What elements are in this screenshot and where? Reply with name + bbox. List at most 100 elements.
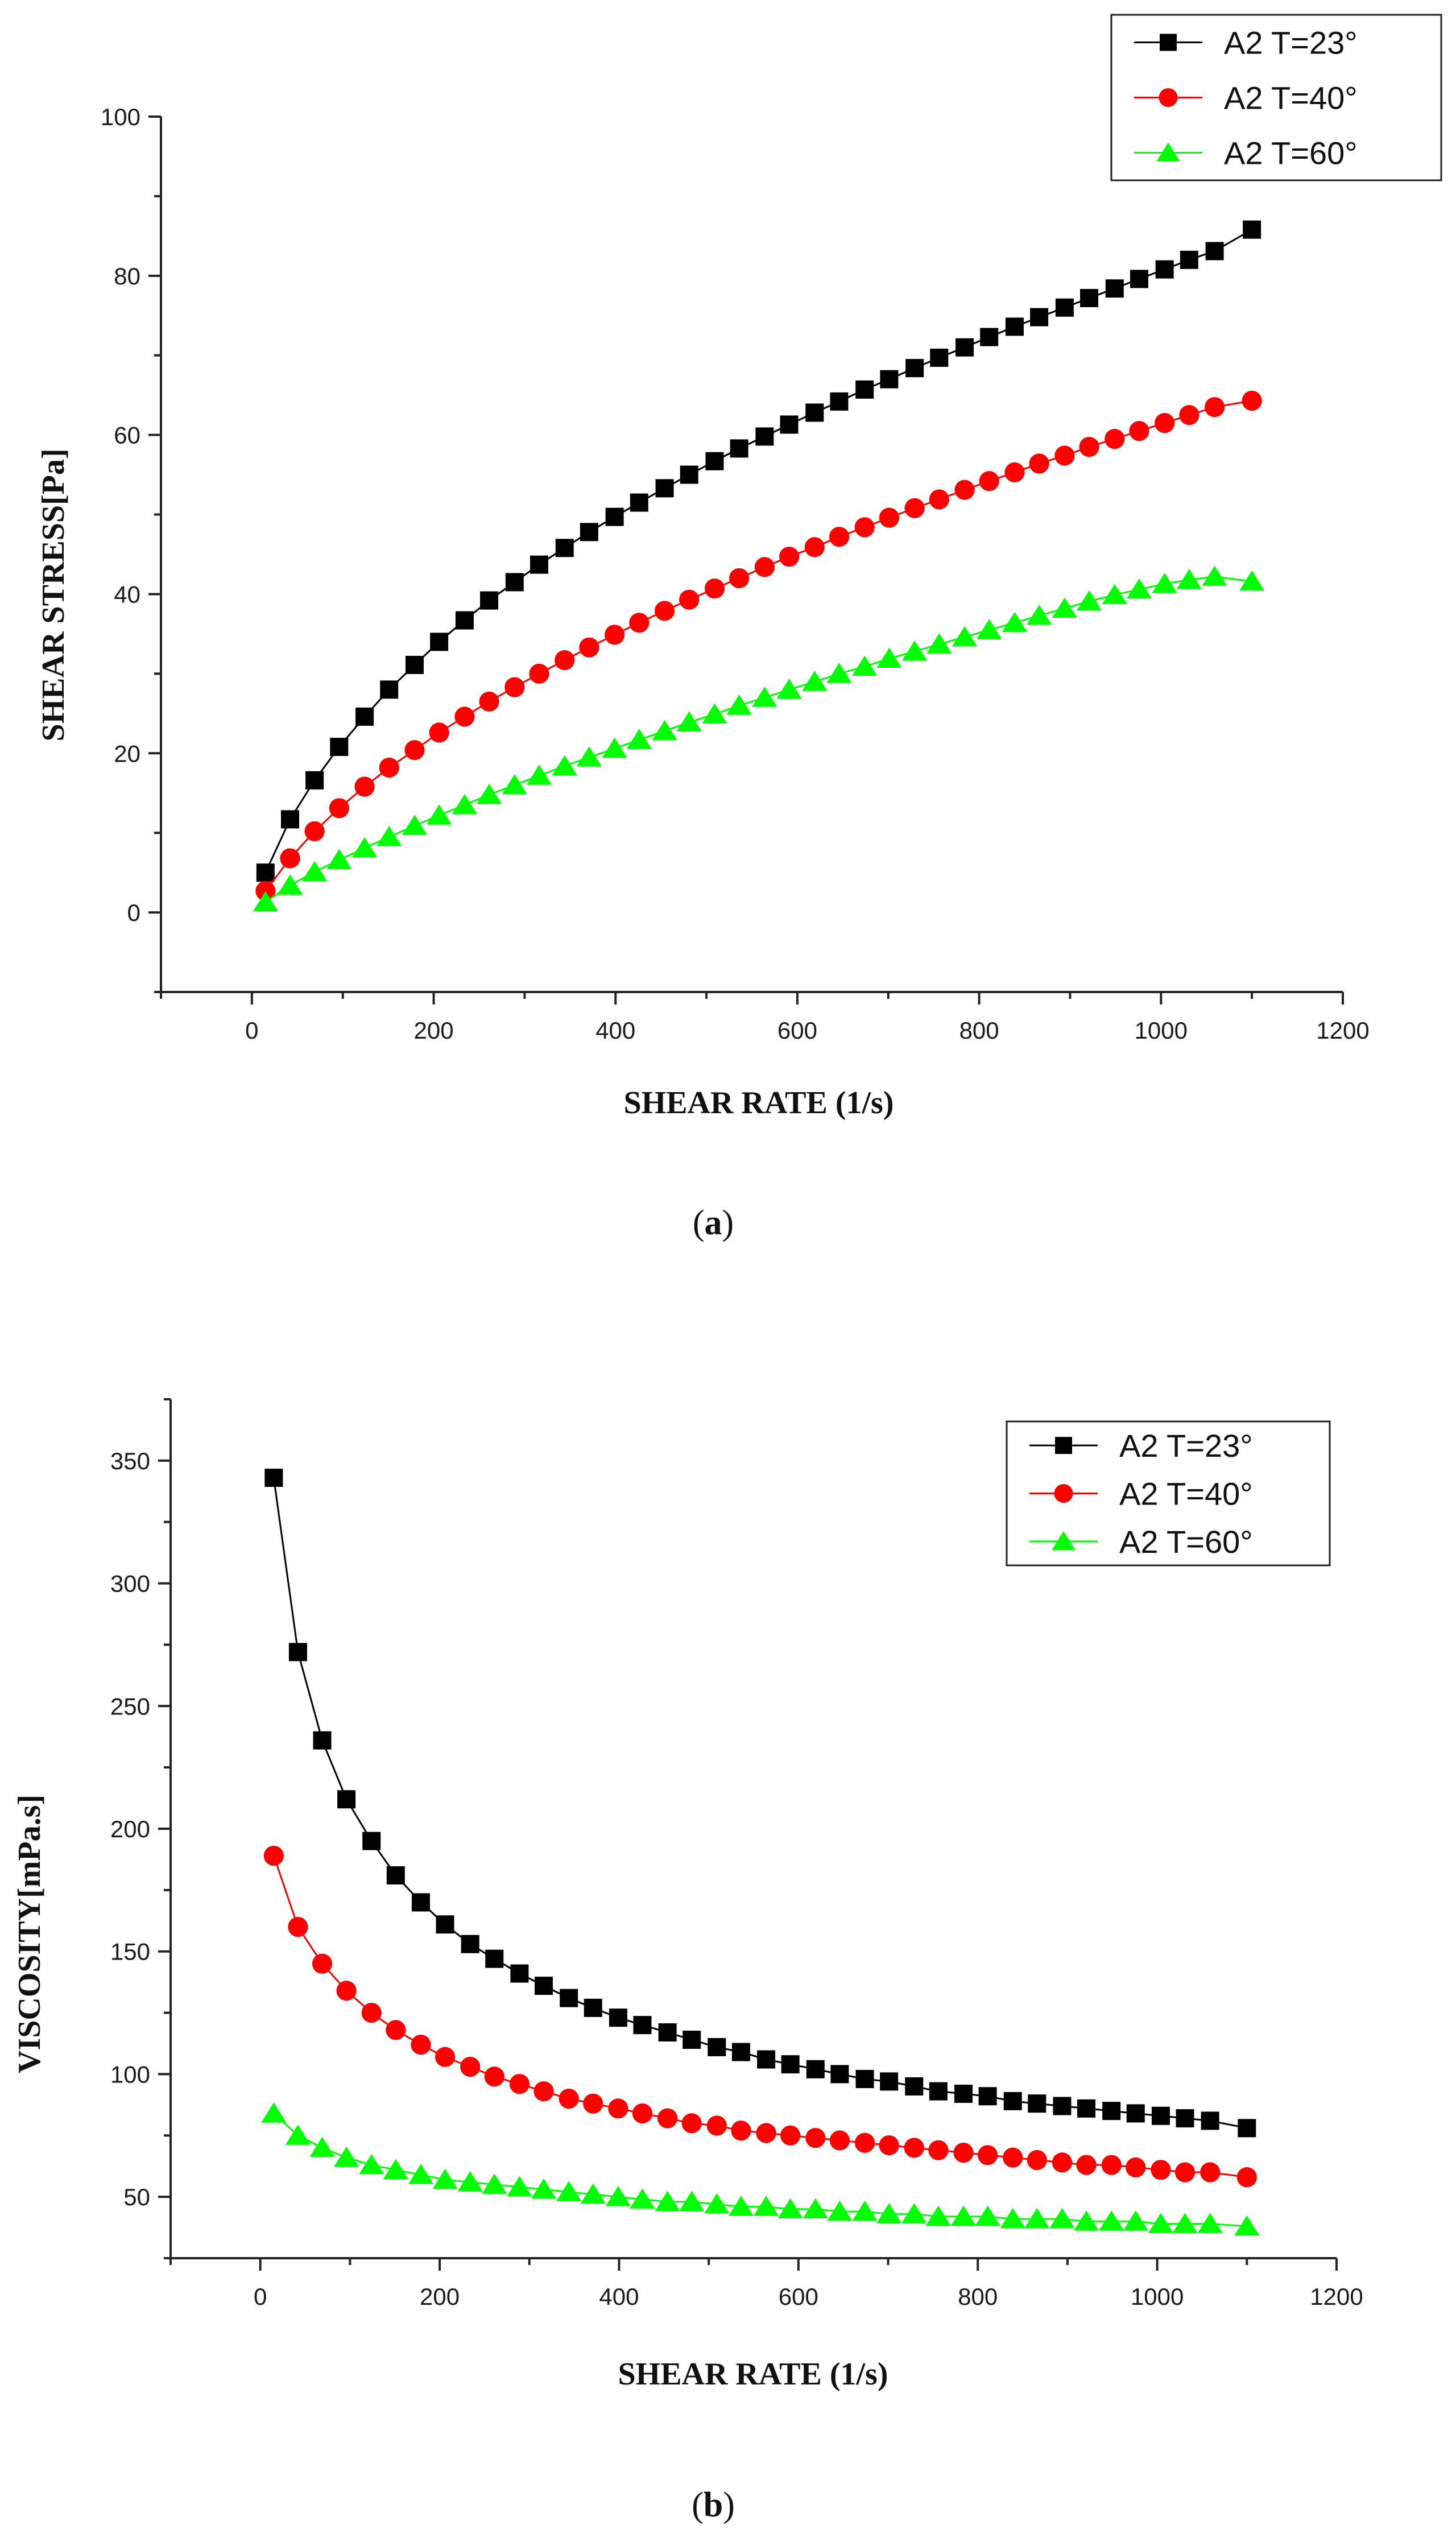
data-point bbox=[756, 2123, 776, 2143]
data-point bbox=[1080, 288, 1099, 307]
data-point bbox=[1129, 421, 1149, 441]
legend-item: A2 T=40° bbox=[1134, 80, 1358, 116]
data-point bbox=[956, 338, 974, 357]
data-point bbox=[359, 2154, 384, 2175]
data-point bbox=[1151, 2160, 1171, 2180]
data-point bbox=[1079, 437, 1099, 457]
data-point bbox=[1027, 605, 1052, 625]
data-point bbox=[930, 348, 949, 367]
data-point bbox=[261, 2102, 287, 2123]
data-point bbox=[802, 671, 828, 691]
data-point bbox=[1239, 570, 1265, 591]
data-point bbox=[457, 2171, 483, 2192]
data-point bbox=[731, 2121, 751, 2141]
data-point bbox=[502, 774, 527, 795]
data-point bbox=[679, 589, 700, 610]
x-tick-label: 200 bbox=[413, 1017, 453, 1044]
data-point bbox=[1003, 2092, 1022, 2110]
data-point bbox=[510, 1964, 529, 1983]
y-tick-label: 40 bbox=[114, 581, 140, 607]
data-point bbox=[731, 2043, 750, 2061]
data-point bbox=[1148, 2213, 1174, 2233]
data-point bbox=[1076, 590, 1102, 611]
x-axis-title: SHEAR RATE (1/s) bbox=[618, 2357, 888, 2392]
x-tick-label: 200 bbox=[420, 2283, 460, 2310]
data-point bbox=[826, 663, 852, 683]
data-point bbox=[978, 2087, 997, 2106]
legend-item: A2 T=60° bbox=[1134, 135, 1358, 171]
data-point bbox=[977, 619, 1002, 639]
data-point bbox=[676, 711, 702, 732]
x-tick-label: 600 bbox=[779, 2283, 818, 2310]
data-point bbox=[256, 863, 275, 882]
data-point bbox=[280, 810, 299, 829]
data-point bbox=[928, 2140, 949, 2160]
x-tick-label: 800 bbox=[958, 2283, 998, 2310]
x-tick-label: 1000 bbox=[1131, 2283, 1184, 2310]
data-point bbox=[902, 640, 928, 661]
data-point bbox=[830, 2065, 849, 2084]
series-triangle bbox=[253, 565, 1265, 912]
data-point bbox=[1105, 279, 1124, 298]
data-point bbox=[253, 891, 278, 912]
data-point bbox=[476, 783, 502, 804]
data-point bbox=[255, 881, 276, 901]
data-point bbox=[1052, 2152, 1073, 2173]
data-point bbox=[779, 547, 800, 567]
data-point bbox=[728, 2196, 754, 2216]
data-point bbox=[482, 2173, 507, 2194]
data-point bbox=[309, 2136, 335, 2158]
data-point bbox=[830, 392, 849, 411]
data-point bbox=[1126, 578, 1152, 599]
data-point bbox=[926, 633, 952, 654]
x-tick-label: 400 bbox=[595, 1017, 635, 1044]
data-point bbox=[263, 1845, 284, 1866]
data-point bbox=[780, 415, 799, 434]
data-point bbox=[1076, 2155, 1097, 2175]
data-point bbox=[1055, 298, 1074, 317]
data-point bbox=[654, 601, 675, 621]
data-point bbox=[829, 2130, 850, 2151]
data-point bbox=[380, 680, 399, 699]
data-point bbox=[355, 707, 374, 726]
y-tick-label: 80 bbox=[114, 263, 140, 290]
data-point bbox=[626, 729, 652, 749]
gridless-axes: 0 200 400 600 800 1000 1200 0 20 40 60 80 100 bbox=[101, 104, 1370, 1044]
y-tick-label: 60 bbox=[114, 422, 140, 449]
data-point bbox=[1242, 390, 1262, 411]
data-point bbox=[950, 2205, 977, 2226]
data-point bbox=[876, 647, 902, 668]
data-point bbox=[312, 1953, 333, 1974]
data-point bbox=[580, 2183, 606, 2204]
data-point bbox=[704, 578, 725, 599]
data-point bbox=[1000, 2208, 1025, 2229]
data-point bbox=[1126, 2157, 1146, 2177]
data-point bbox=[977, 2145, 998, 2165]
data-point bbox=[555, 650, 575, 671]
data-point bbox=[1197, 2213, 1223, 2233]
data-point bbox=[726, 695, 752, 715]
data-point bbox=[302, 861, 328, 882]
data-point bbox=[777, 2198, 803, 2219]
series-line bbox=[264, 576, 1252, 903]
series-line bbox=[273, 2113, 1247, 2227]
y-tick-label: 250 bbox=[110, 1693, 150, 1720]
data-point bbox=[427, 804, 452, 825]
data-point bbox=[1030, 308, 1049, 326]
data-point bbox=[980, 328, 999, 346]
data-point bbox=[1003, 2147, 1023, 2168]
legend-label: A2 T=60° bbox=[1119, 1524, 1253, 1560]
data-point bbox=[629, 613, 650, 633]
data-point bbox=[579, 637, 599, 658]
data-point bbox=[652, 720, 677, 741]
data-point bbox=[781, 2055, 800, 2074]
data-point bbox=[854, 2132, 875, 2153]
data-point bbox=[583, 2093, 603, 2114]
legend-label: A2 T=23° bbox=[1119, 1428, 1253, 1464]
series-square bbox=[256, 220, 1261, 882]
data-point bbox=[526, 764, 552, 785]
data-point bbox=[264, 1469, 283, 1487]
y-axis-title: SHEAR STRESS[Pa] bbox=[36, 448, 71, 741]
y-tick-label: 50 bbox=[123, 2184, 150, 2210]
series-line bbox=[272, 1855, 1247, 2179]
